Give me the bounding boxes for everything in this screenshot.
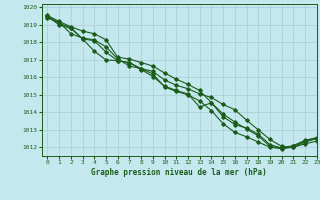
X-axis label: Graphe pression niveau de la mer (hPa): Graphe pression niveau de la mer (hPa) <box>91 168 267 177</box>
